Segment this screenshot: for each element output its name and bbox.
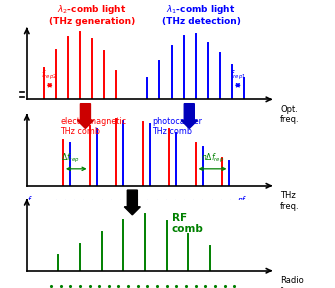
Text: $\lambda_2$-comb light
(THz generation): $\lambda_2$-comb light (THz generation) <box>49 3 135 26</box>
Text: $f_{rep2}$: $f_{rep2}$ <box>42 69 58 82</box>
Text: Radio
freq.: Radio freq. <box>280 276 304 288</box>
Text: $nf_{rep1}$: $nf_{rep1}$ <box>237 195 258 208</box>
Text: photocarrier
THz comb: photocarrier THz comb <box>152 117 202 136</box>
Text: $f_{rep1}$: $f_{rep1}$ <box>27 195 43 208</box>
Text: $f_{rep1}$: $f_{rep1}$ <box>229 69 246 82</box>
Text: RF
comb: RF comb <box>172 213 203 234</box>
Text: $f_{rep2}$: $f_{rep2}$ <box>27 207 43 221</box>
Text: $\lambda_1$-comb light
(THz detection): $\lambda_1$-comb light (THz detection) <box>161 3 241 26</box>
Text: Opt.
freq.: Opt. freq. <box>280 105 300 124</box>
Text: $n\Delta f_{rep}$: $n\Delta f_{rep}$ <box>201 152 224 165</box>
Text: $nf_{rep2}$: $nf_{rep2}$ <box>237 207 258 221</box>
Text: $\Delta f_{rep}$: $\Delta f_{rep}$ <box>61 152 79 165</box>
Text: THz
freq.: THz freq. <box>280 192 300 211</box>
Text: electromagnetic
THz comb: electromagnetic THz comb <box>61 117 127 136</box>
